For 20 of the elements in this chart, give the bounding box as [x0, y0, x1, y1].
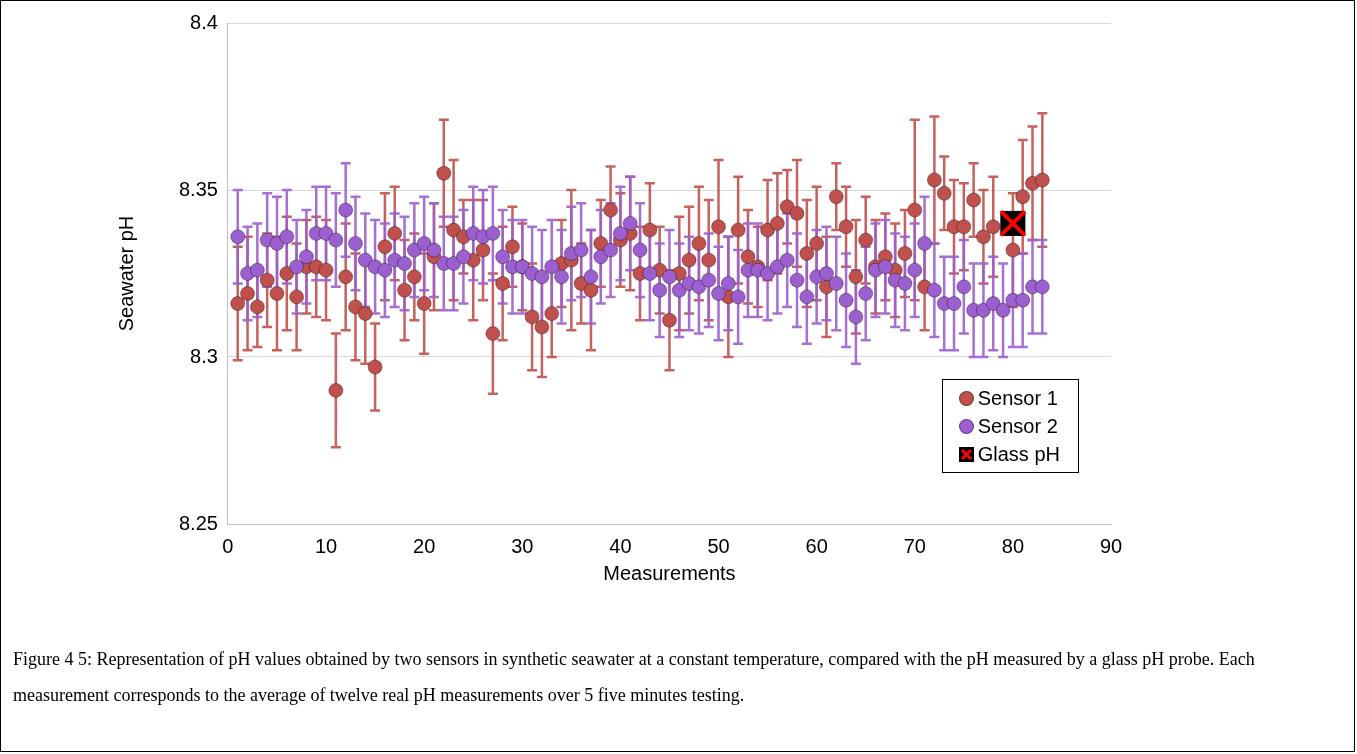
- legend-label: Sensor 2: [977, 414, 1058, 439]
- x-tick-label: 90: [1099, 534, 1123, 557]
- y-tick-label: 8.35: [178, 177, 218, 200]
- x-tick-label: 10: [314, 534, 338, 557]
- y-tick-label: 8.4: [190, 10, 218, 33]
- x-tick-label: 50: [707, 534, 730, 557]
- x-tick-label: 20: [413, 534, 436, 557]
- caption: Figure 4 5: Representation of pH values obtained by two sensors in synthetic seawater at a constant temperature, compared with the pH measured by a glass pH probe. Each measurement corresponds to the average of twelve real pH measurements over 5 five minutes testing.: [13, 648, 1256, 707]
- y-tick-label: 8.25: [178, 511, 218, 534]
- x-axis-title: Measurements: [603, 561, 736, 584]
- legend-label: Sensor 1: [977, 386, 1058, 411]
- y-axis-title: Seawater pH: [114, 215, 137, 332]
- x-tick-label: 40: [609, 534, 632, 557]
- x-tick-label: 60: [805, 534, 828, 557]
- x-tick-label: 80: [1001, 534, 1025, 557]
- legend-label: Glass pH: [977, 442, 1060, 467]
- x-tick-label: 70: [903, 534, 926, 557]
- x-tick-label: 0: [222, 534, 234, 557]
- y-tick-label: 8.3: [190, 344, 218, 367]
- x-tick-label: 30: [511, 534, 534, 557]
